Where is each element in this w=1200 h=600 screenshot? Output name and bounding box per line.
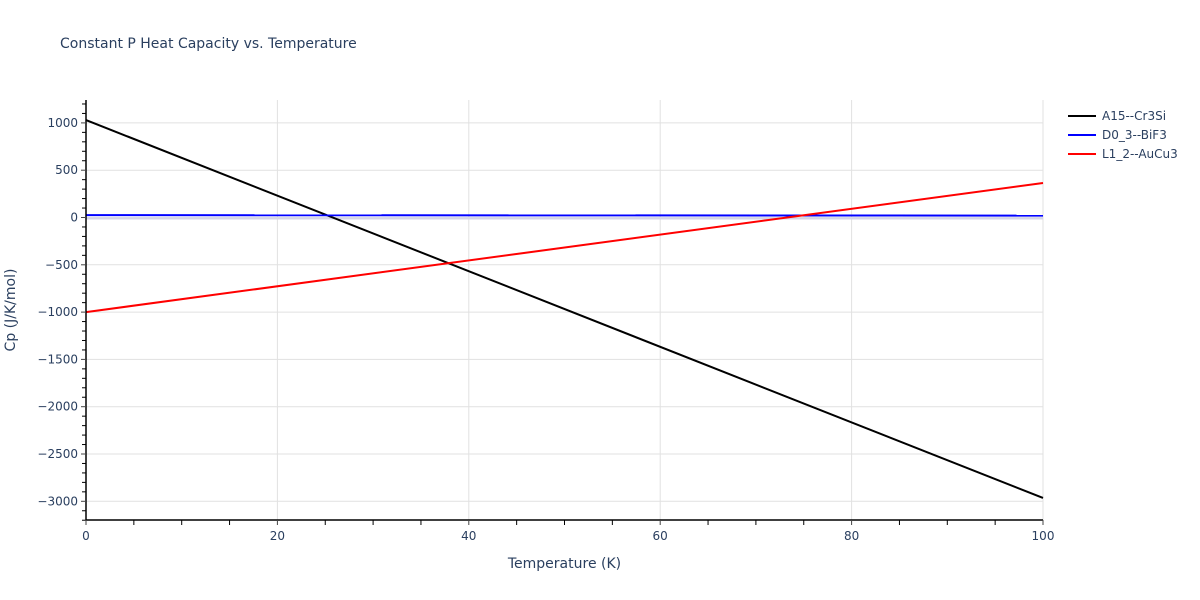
x-tick-label: 80 — [844, 529, 859, 543]
legend-label: A15--Cr3Si — [1102, 108, 1167, 123]
legend-item-d03[interactable]: D0_3--BiF3 — [1068, 125, 1178, 144]
legend-swatch-icon — [1068, 133, 1096, 136]
y-tick-label: 500 — [55, 163, 78, 177]
series-line — [85, 119, 1044, 499]
legend: A15--Cr3Si D0_3--BiF3 L1_2--AuCu3 — [1068, 106, 1178, 163]
x-tick-label: 100 — [1032, 529, 1055, 543]
legend-swatch-icon — [1068, 152, 1096, 155]
x-tick-label: 20 — [270, 529, 285, 543]
x-tick-label: 60 — [653, 529, 668, 543]
y-tick-label: 0 — [70, 211, 78, 225]
y-tick-label: −1500 — [37, 352, 78, 366]
x-axis-title: Temperature (K) — [507, 556, 621, 572]
legend-label: D0_3--BiF3 — [1102, 127, 1167, 142]
y-tick-label: 1000 — [47, 116, 78, 130]
y-tick-label: −500 — [45, 258, 78, 272]
y-axis-title: Cp (J/K/mol) — [3, 269, 19, 352]
x-tick-label: 0 — [82, 529, 90, 543]
series-line — [85, 181, 1044, 314]
x-tick-label: 40 — [461, 529, 476, 543]
legend-item-a15[interactable]: A15--Cr3Si — [1068, 106, 1178, 125]
legend-swatch-icon — [1068, 114, 1096, 117]
y-tick-label: −3000 — [37, 494, 78, 508]
y-tick-label: −2500 — [37, 447, 78, 461]
y-tick-label: −2000 — [37, 400, 78, 414]
legend-item-l12[interactable]: L1_2--AuCu3 — [1068, 144, 1178, 163]
y-tick-label: −1000 — [37, 305, 78, 319]
chart-title: Constant P Heat Capacity vs. Temperature — [60, 36, 357, 52]
legend-label: L1_2--AuCu3 — [1102, 146, 1178, 161]
